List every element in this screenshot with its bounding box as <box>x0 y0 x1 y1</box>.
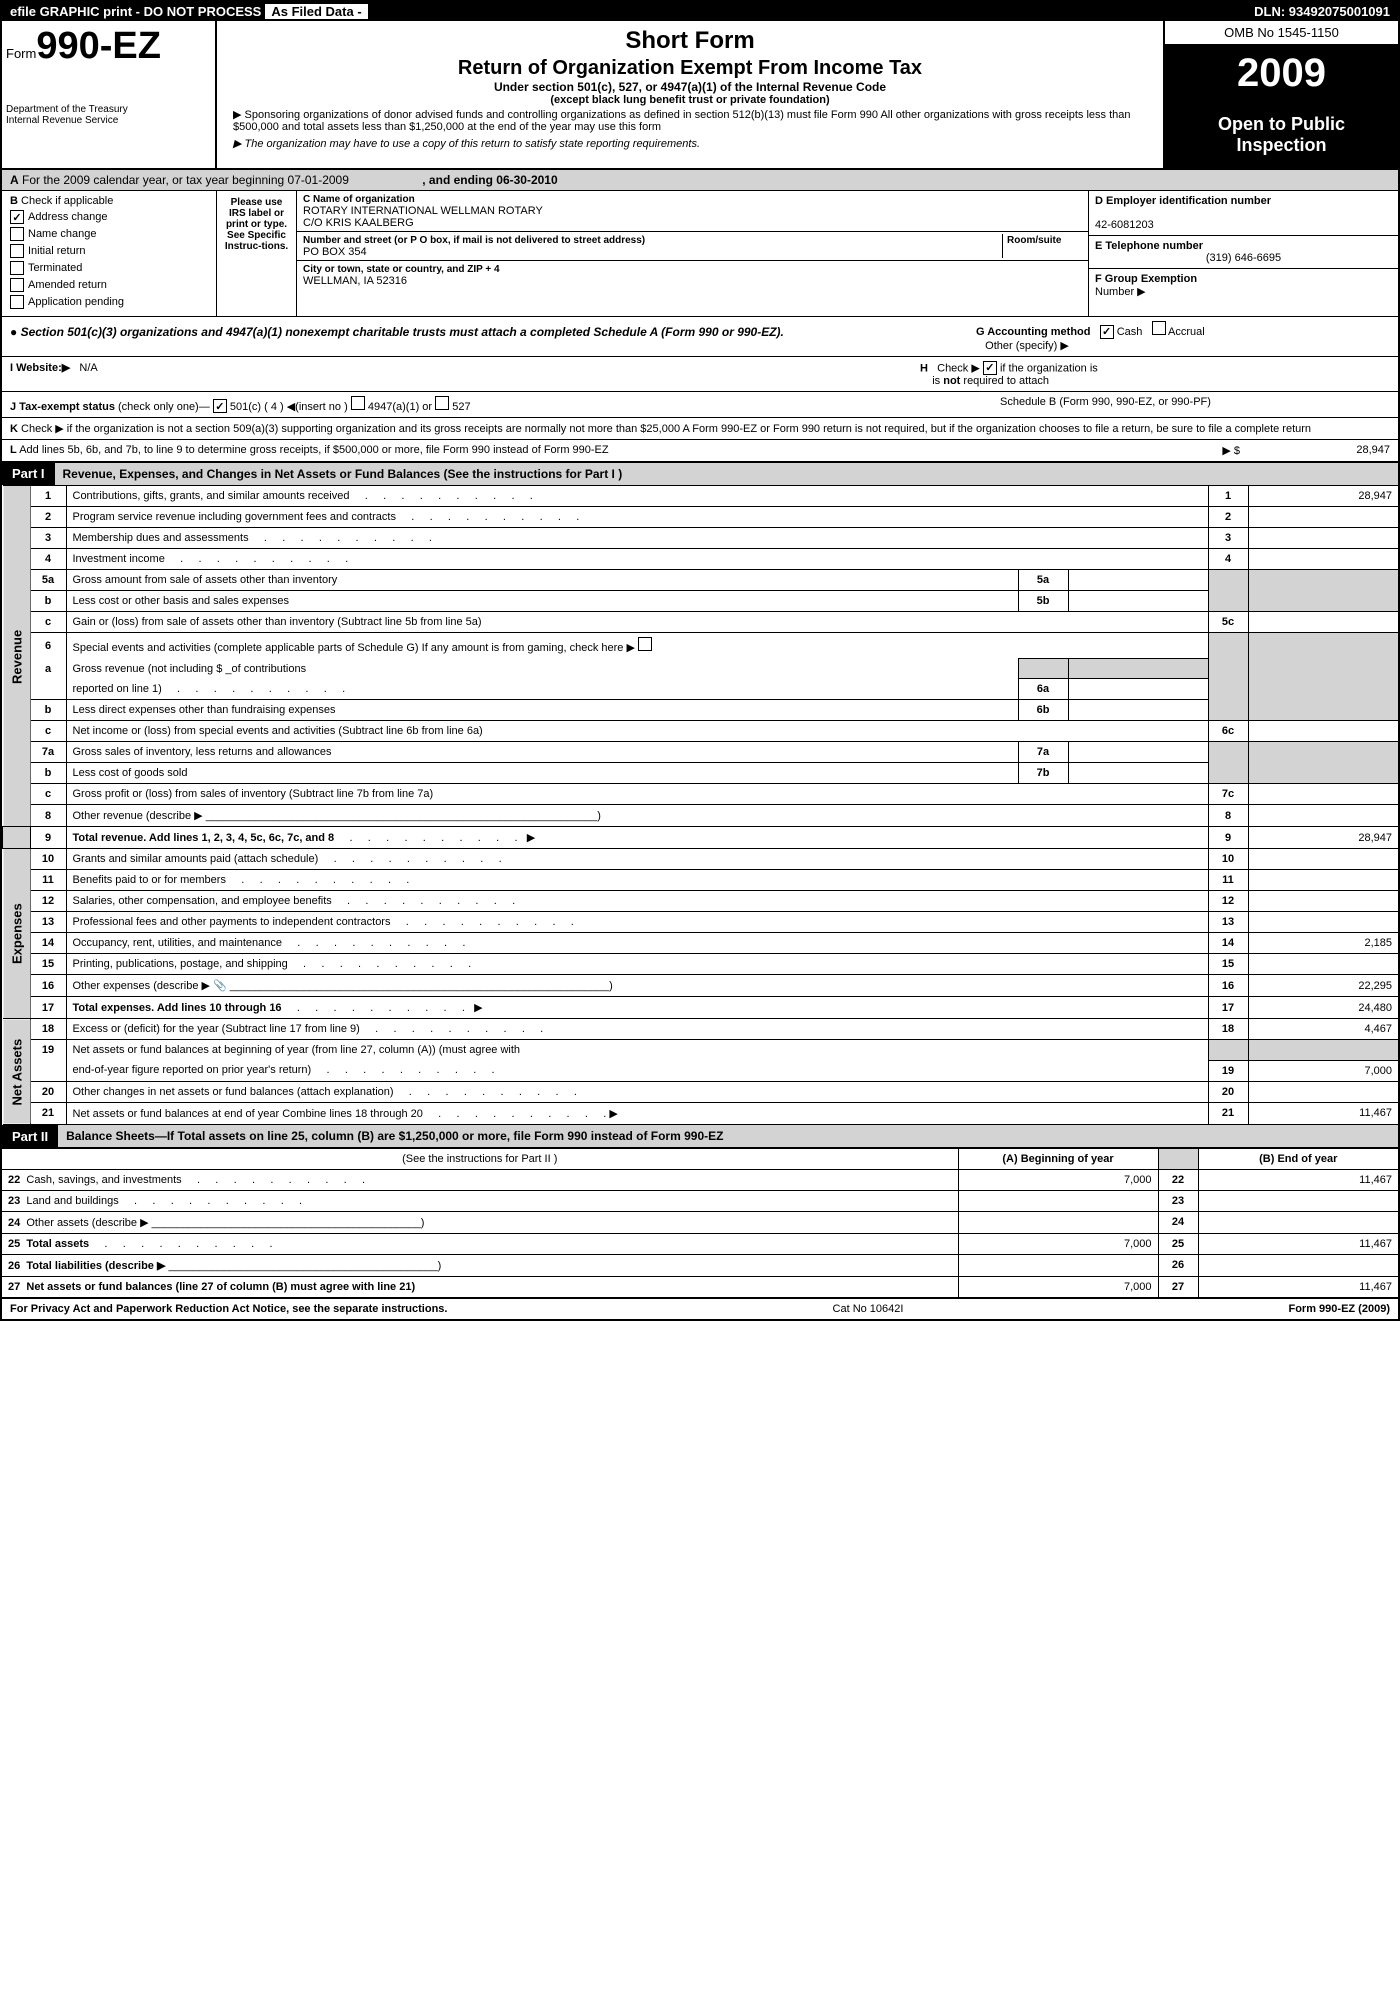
chk-cash[interactable]: ✓ <box>1100 325 1114 339</box>
c-label: C Name of organization <box>303 194 415 205</box>
l25-b: 11,467 <box>1198 1233 1398 1254</box>
chk-name-change[interactable] <box>10 227 24 241</box>
street: PO BOX 354 <box>303 246 367 258</box>
line18-val: 4,467 <box>1248 1019 1398 1040</box>
part1-table: Revenue 1Contributions, gifts, grants, a… <box>2 485 1398 1125</box>
org-name: ROTARY INTERNATIONAL WELLMAN ROTARY <box>303 205 543 217</box>
subtitle2: (except black lung benefit trust or priv… <box>223 94 1157 106</box>
return-title: Return of Organization Exempt From Incom… <box>223 57 1157 80</box>
org-co: C/O KRIS KAALBERG <box>303 217 414 229</box>
line14-val: 2,185 <box>1248 933 1398 954</box>
line16-val: 22,295 <box>1248 975 1398 997</box>
topbar-left2: As Filed Data - <box>265 4 367 19</box>
line-l: L Add lines 5b, 6b, and 7b, to line 9 to… <box>2 440 1398 462</box>
part2-header: Part II Balance Sheets—If Total assets o… <box>2 1125 1398 1148</box>
d-label: D Employer identification number <box>1095 195 1271 207</box>
e-label: E Telephone number <box>1095 240 1203 252</box>
omb: OMB No 1545-1150 <box>1165 21 1398 45</box>
footer-left: For Privacy Act and Paperwork Reduction … <box>10 1303 447 1315</box>
header: Form990-EZ Department of the Treasury In… <box>2 21 1398 170</box>
line1-val: 28,947 <box>1248 486 1398 507</box>
chk-4947[interactable] <box>351 396 365 410</box>
total-revenue: 28,947 <box>1248 827 1398 849</box>
subtitle1: Under section 501(c), 527, or 4947(a)(1)… <box>223 80 1157 94</box>
ein: 42-6081203 <box>1095 219 1154 231</box>
section-b-title: Check if applicable <box>21 195 113 207</box>
website: N/A <box>79 362 97 374</box>
chk-app-pending[interactable] <box>10 295 24 309</box>
row-a: A For the 2009 calendar year, or tax yea… <box>2 170 1398 191</box>
netassets-label: Net Assets <box>3 1019 31 1125</box>
chk-gaming[interactable] <box>638 637 652 651</box>
address-section: B Check if applicable ✓Address change Na… <box>2 191 1398 317</box>
footer: For Privacy Act and Paperwork Reduction … <box>2 1298 1398 1319</box>
chk-initial-return[interactable] <box>10 244 24 258</box>
line19-val: 7,000 <box>1248 1060 1398 1081</box>
topbar-left1: efile GRAPHIC print - DO NOT PROCESS <box>10 4 261 19</box>
form-990ez: efile GRAPHIC print - DO NOT PROCESS As … <box>0 0 1400 1321</box>
l22-b: 11,467 <box>1198 1169 1398 1190</box>
section-501: ● Section 501(c)(3) organizations and 49… <box>2 317 1398 357</box>
l27-b: 11,467 <box>1198 1276 1398 1297</box>
footer-form: Form 990-EZ (2009) <box>1288 1303 1390 1315</box>
form-prefix: Form <box>6 46 36 61</box>
line-k: K Check ▶ if the organization is not a s… <box>2 418 1398 440</box>
part1-header: Part I Revenue, Expenses, and Changes in… <box>2 462 1398 485</box>
revenue-label: Revenue <box>3 486 31 827</box>
line-l-value: 28,947 <box>1240 444 1390 457</box>
chk-501c[interactable]: ✓ <box>213 399 227 413</box>
f-label: F Group Exemption <box>1095 273 1197 285</box>
sponsor1: ▶ Sponsoring organizations of donor advi… <box>223 106 1157 135</box>
dept1: Department of the Treasury <box>6 104 211 115</box>
line-i-h: I Website:▶ N/A H Check ▶ ✓ if the organ… <box>2 357 1398 392</box>
chk-address-change[interactable]: ✓ <box>10 210 24 224</box>
expenses-label: Expenses <box>3 849 31 1019</box>
topbar-dln: DLN: 93492075001091 <box>1254 4 1390 19</box>
sponsor2: ▶ The organization may have to use a cop… <box>223 135 1157 152</box>
total-expenses: 24,480 <box>1248 997 1398 1019</box>
phone: (319) 646-6695 <box>1206 252 1281 264</box>
short-form: Short Form <box>223 27 1157 55</box>
part2-table: (See the instructions for Part II )(A) B… <box>2 1148 1398 1298</box>
chk-accrual[interactable] <box>1152 321 1166 335</box>
l25-a: 7,000 <box>958 1233 1158 1254</box>
tax-year: 2009 <box>1165 45 1398 102</box>
mid-label: Please use IRS label or print or type. S… <box>217 191 297 316</box>
top-bar: efile GRAPHIC print - DO NOT PROCESS As … <box>2 2 1398 21</box>
line-j: J Tax-exempt status (check only one)— ✓ … <box>2 392 1398 419</box>
l27-a: 7,000 <box>958 1276 1158 1297</box>
chk-h[interactable]: ✓ <box>983 361 997 375</box>
inspection: Open to PublicInspection <box>1165 102 1398 168</box>
chk-amended[interactable] <box>10 278 24 292</box>
l22-a: 7,000 <box>958 1169 1158 1190</box>
dept2: Internal Revenue Service <box>6 115 211 126</box>
city: WELLMAN, IA 52316 <box>303 275 407 287</box>
footer-cat: Cat No 10642I <box>833 1303 904 1315</box>
chk-527[interactable] <box>435 396 449 410</box>
chk-terminated[interactable] <box>10 261 24 275</box>
form-number: 990-EZ <box>36 25 161 67</box>
line21-val: 11,467 <box>1248 1102 1398 1124</box>
